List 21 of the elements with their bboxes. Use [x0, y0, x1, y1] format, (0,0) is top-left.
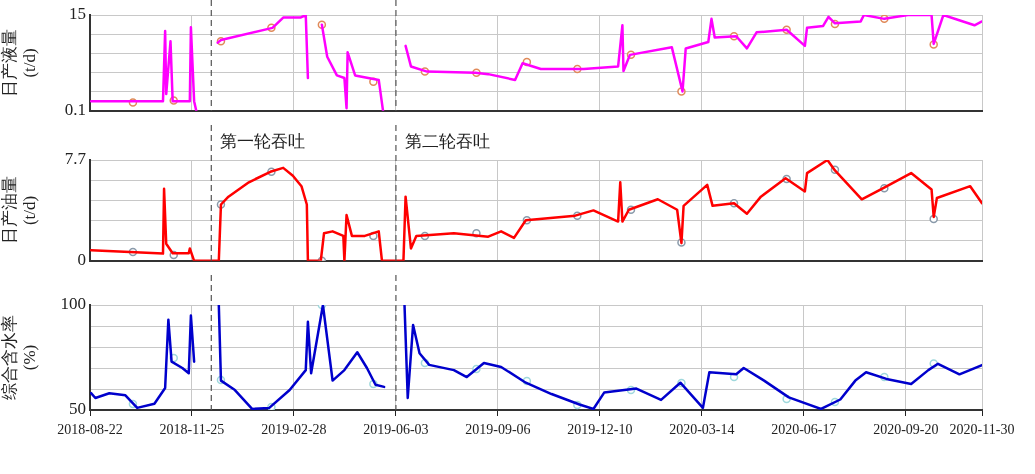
x-tick-label: 2019-06-03 — [363, 422, 429, 438]
y-tick-label: 0.1 — [64, 100, 86, 120]
y-tick-label: 15 — [69, 4, 86, 24]
y-tick-label: 50 — [69, 399, 86, 419]
y-tick-label: 0 — [77, 250, 86, 270]
x-tick-label: 2020-09-20 — [873, 422, 939, 438]
x-tick-label: 2020-06-17 — [771, 422, 837, 438]
x-tick-label: 2020-03-14 — [669, 422, 735, 438]
ref-line-label: 第二轮吞吐 — [404, 132, 490, 152]
y-axis-title: 综合含水率 (%) — [0, 315, 40, 400]
x-tick-label: 2018-11-25 — [159, 422, 225, 438]
ref-line-label: 第一轮吞吐 — [220, 132, 306, 152]
y-axis-title: 日产液量 (t/d) — [0, 28, 40, 97]
x-tick-label: 2019-12-10 — [567, 422, 633, 438]
x-tick-label: 2019-02-28 — [261, 422, 327, 438]
y-tick-label: 7.7 — [64, 149, 87, 169]
x-tick-label: 2018-08-22 — [57, 422, 123, 438]
x-tick-label: 2019-09-06 — [465, 422, 531, 438]
x-tick-label: 2020-11-30 — [949, 422, 1015, 438]
y-axis-title: 日产油量 (t/d) — [0, 176, 40, 245]
y-tick-label: 100 — [60, 294, 86, 314]
